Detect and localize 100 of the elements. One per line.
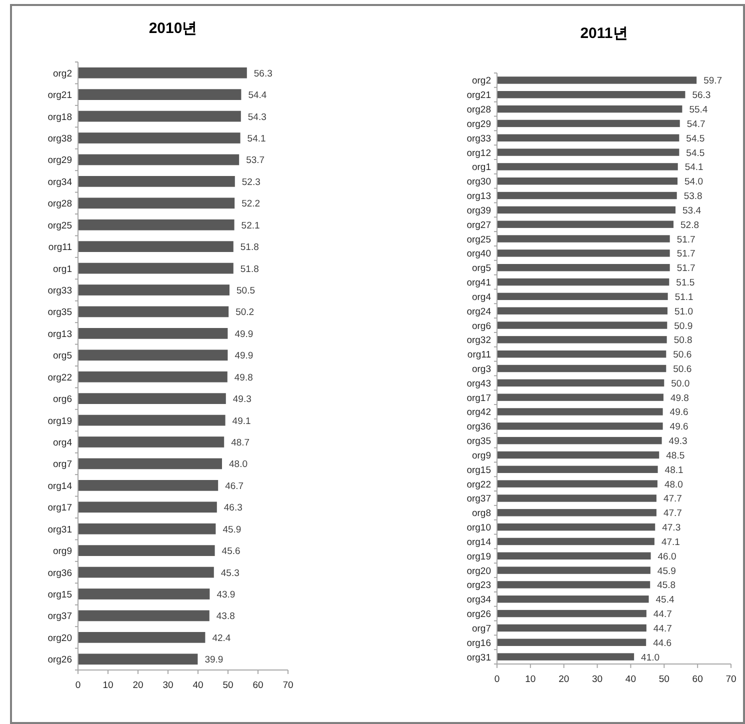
y-tick-label: org26 [48, 654, 72, 666]
data-label: 49.9 [234, 328, 254, 340]
data-label: 50.6 [673, 350, 692, 361]
data-label: 53.8 [684, 191, 702, 202]
bar [78, 414, 226, 426]
bar [497, 509, 656, 516]
bar [497, 76, 697, 84]
bar [497, 596, 649, 603]
bar [497, 105, 682, 113]
bar [78, 545, 215, 556]
x-tick-label: 40 [192, 680, 204, 691]
y-tick-label: org17 [466, 392, 491, 404]
y-tick-label: org4 [52, 438, 72, 448]
data-label: 51.5 [676, 278, 695, 289]
y-tick-label: org25 [48, 220, 72, 232]
bar [497, 451, 660, 459]
y-tick-label: org21 [466, 90, 491, 102]
bar [78, 67, 247, 78]
data-label: 50.8 [674, 335, 692, 346]
bar [78, 284, 230, 296]
chart-title: 2011년 [580, 25, 628, 42]
data-label: 44.6 [653, 638, 672, 649]
y-tick-label: org19 [466, 551, 491, 562]
data-label: 49.8 [670, 392, 689, 404]
bar [497, 220, 674, 228]
bar [78, 110, 241, 122]
bar [497, 610, 646, 618]
y-tick-label: org14 [466, 536, 491, 548]
y-tick-label: org5 [472, 263, 491, 274]
y-tick-label: org11 [48, 242, 72, 254]
y-tick-label: org7 [52, 459, 72, 470]
bar [78, 654, 198, 665]
bar [497, 178, 678, 185]
y-tick-label: org23 [466, 580, 491, 592]
bar [78, 306, 229, 318]
x-tick-label: 50 [658, 674, 670, 685]
bar [78, 502, 217, 513]
bar [78, 436, 224, 448]
bar [497, 307, 668, 314]
data-label: 48.7 [231, 438, 250, 448]
bar [78, 588, 210, 600]
bar [497, 653, 634, 660]
data-label: 51.0 [674, 306, 693, 318]
bar [497, 163, 678, 170]
y-tick-label: org28 [48, 198, 72, 210]
y-tick-label: org39 [466, 205, 491, 216]
bar [497, 408, 663, 416]
data-label: 51.7 [676, 234, 696, 246]
data-label: 52.8 [680, 220, 700, 231]
data-label: 53.7 [246, 155, 265, 166]
data-label: 52.3 [242, 176, 260, 188]
x-tick-label: 40 [625, 674, 636, 685]
data-label: 54.7 [686, 118, 706, 130]
data-label: 54.5 [686, 148, 705, 159]
data-label: 55.4 [689, 104, 708, 116]
y-tick-label: org40 [466, 248, 491, 260]
data-label: 41.0 [641, 652, 660, 664]
data-label: 51.7 [676, 248, 696, 260]
y-tick-label: org37 [48, 611, 72, 622]
bar [497, 91, 686, 98]
data-label: 45.3 [220, 568, 240, 579]
bar [78, 328, 228, 339]
bar [78, 241, 234, 252]
y-tick-label: org9 [472, 450, 491, 462]
data-label: 53.4 [682, 205, 702, 216]
bar [497, 350, 666, 358]
data-label: 39.9 [204, 654, 224, 666]
y-tick-label: org1 [472, 162, 491, 174]
x-tick-label: 0 [75, 680, 81, 691]
bar [78, 176, 235, 187]
data-label: 44.7 [653, 609, 672, 620]
bar [497, 134, 680, 142]
y-tick-label: org11 [467, 350, 491, 361]
y-tick-label: org26 [466, 609, 491, 620]
y-tick-label: org2 [472, 76, 491, 87]
data-label: 54.5 [686, 133, 705, 144]
x-tick-label: 0 [494, 674, 500, 685]
x-tick-label: 60 [692, 674, 703, 685]
x-tick-label: 10 [102, 680, 114, 691]
bar [78, 480, 218, 491]
y-tick-label: org3 [472, 364, 491, 375]
y-tick-label: org4 [472, 292, 491, 303]
y-tick-label: org6 [472, 320, 491, 332]
y-tick-label: org38 [48, 134, 72, 144]
y-tick-label: org34 [48, 176, 72, 188]
y-tick-label: org15 [466, 464, 491, 476]
y-tick-label: org31 [48, 524, 72, 536]
bar [497, 264, 670, 272]
bar [497, 120, 680, 128]
bar [497, 235, 670, 242]
data-label: 50.6 [673, 364, 692, 375]
y-tick-label: org9 [52, 546, 72, 558]
bar [497, 379, 664, 387]
data-label: 43.8 [216, 611, 235, 622]
bar [497, 638, 646, 646]
y-tick-label: org12 [466, 148, 491, 159]
y-tick-label: org37 [466, 494, 491, 505]
bar [497, 336, 667, 344]
data-label: 48.1 [664, 464, 684, 476]
data-label: 49.8 [234, 372, 253, 384]
